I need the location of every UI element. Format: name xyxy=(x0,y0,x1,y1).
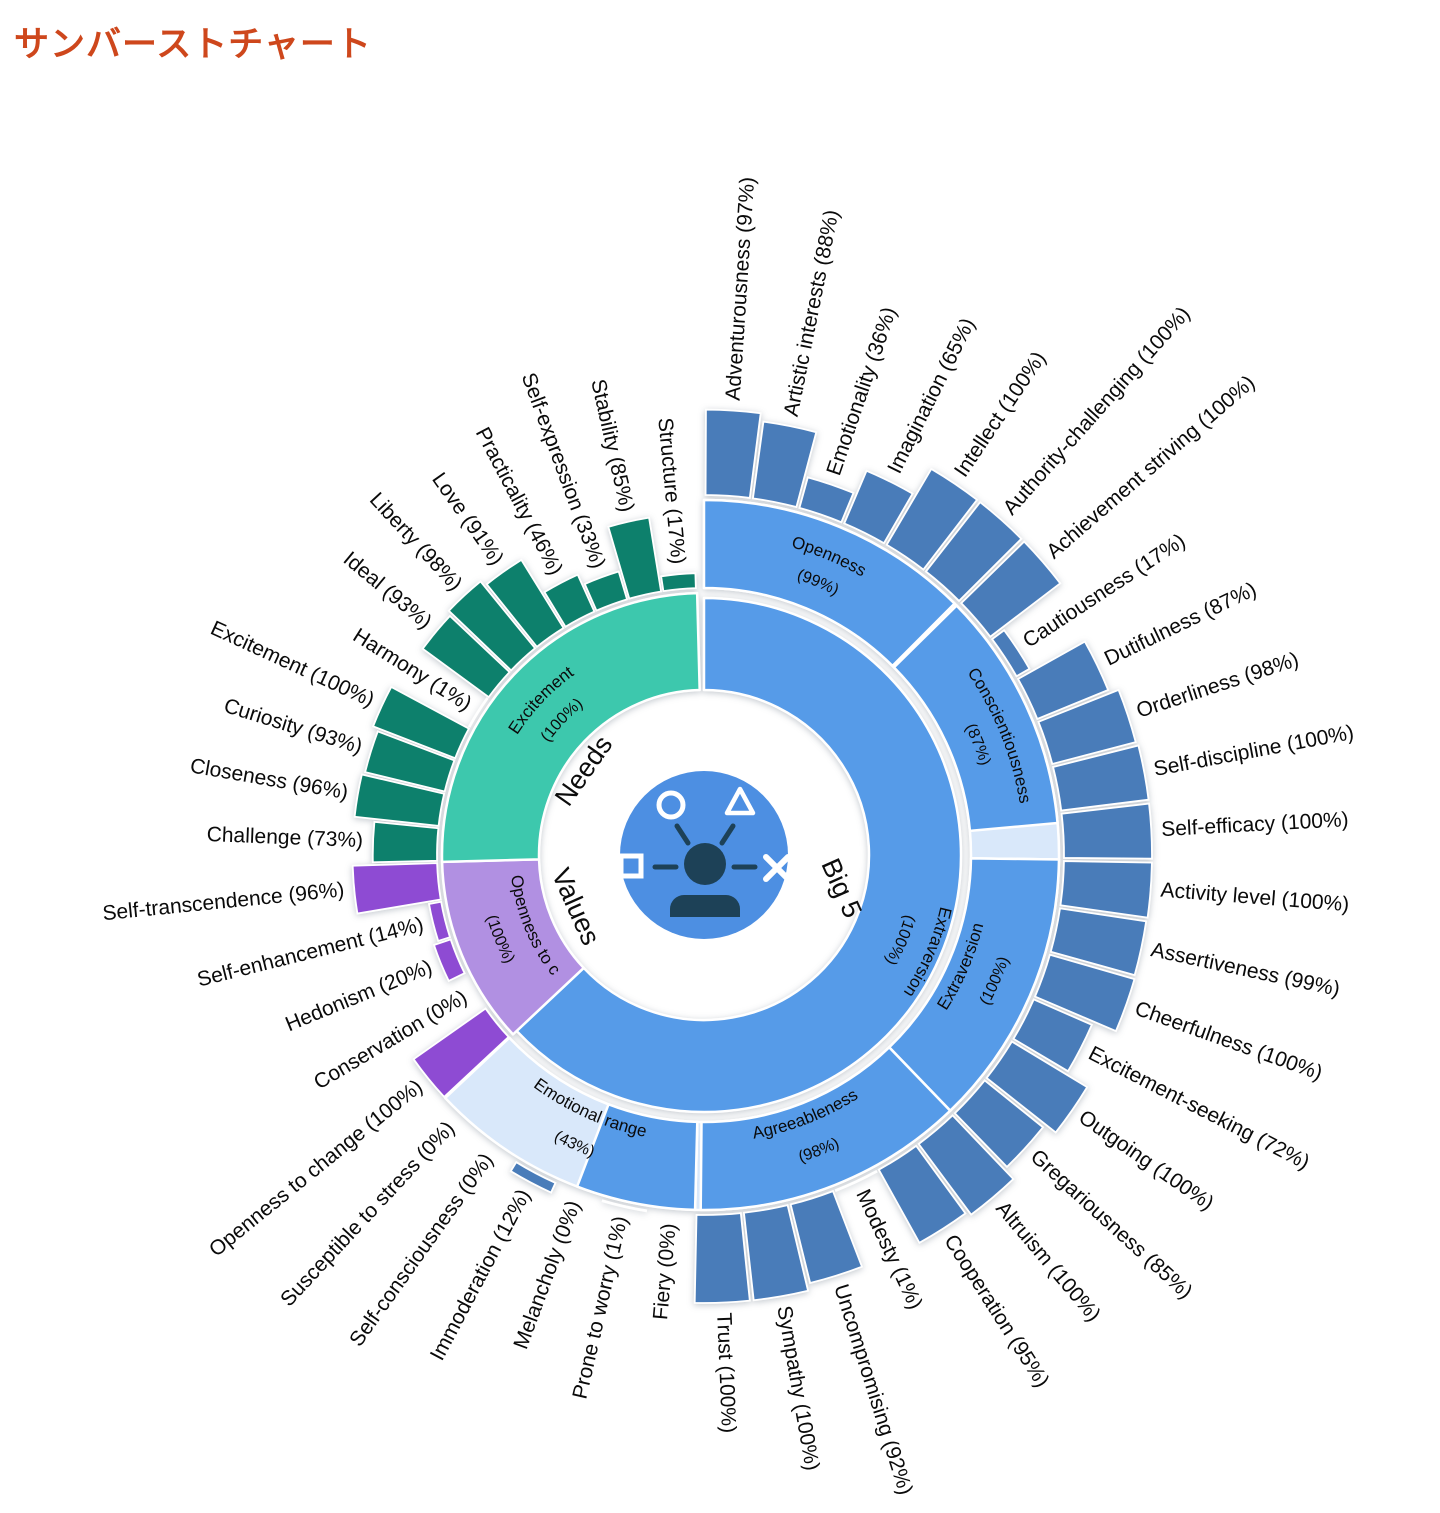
bar-curiosity xyxy=(364,730,456,793)
segment-emotional-range xyxy=(575,1103,699,1212)
bar-imagination xyxy=(843,469,914,545)
label-dutifulness: Dutifulness (87%) xyxy=(1101,578,1260,671)
bar-achievement-striving xyxy=(959,540,1062,638)
label-sympathy: Sympathy (100%) xyxy=(772,1304,823,1472)
bar-orderliness xyxy=(1037,688,1137,766)
ring-big5-summary xyxy=(515,596,963,1114)
ring-needs-summary xyxy=(440,591,701,864)
connector-dash-1 xyxy=(719,823,736,846)
bar-cautiousness xyxy=(990,628,1031,678)
bar-altruism xyxy=(917,1114,1015,1216)
label-structure: Structure (17%) xyxy=(653,417,689,566)
label-uncompromising: Uncompromising (92%) xyxy=(829,1281,917,1497)
person-head-icon xyxy=(684,843,726,885)
bar-harmony xyxy=(467,697,489,728)
label-closeness: Closeness (96%) xyxy=(188,754,349,804)
bar-artistic-interests xyxy=(751,420,818,509)
bar-self-expression xyxy=(583,570,629,612)
bar-modesty xyxy=(834,1169,878,1192)
bar-intellect xyxy=(885,467,979,571)
bar-gregariousness xyxy=(953,1079,1045,1169)
label-assertiveness: Assertiveness (99%) xyxy=(1149,938,1342,1001)
page-title: サンバーストチャート xyxy=(14,25,372,64)
segment-agreeableness xyxy=(699,1046,952,1212)
bar-immoderation xyxy=(509,1160,557,1194)
label-stability: Stability (85%) xyxy=(586,377,638,514)
bar-hedonism xyxy=(432,938,466,983)
sector-label-big5: Big 5 xyxy=(815,854,867,922)
label-artistic-interests: Artistic interests (88%) xyxy=(780,208,844,418)
label-curiosity: Curiosity (93%) xyxy=(221,694,365,759)
bar-love xyxy=(485,558,565,649)
label-achievement-striving: Achievement striving (100%) xyxy=(1042,371,1259,563)
bar-activity-level xyxy=(1059,860,1153,919)
bar-sympathy xyxy=(742,1204,810,1302)
segment-conscientiousness xyxy=(892,604,1059,833)
label-activity-level: Activity level (100%) xyxy=(1160,879,1350,917)
label-challenge: Challenge (73%) xyxy=(206,823,363,852)
bar-self-enhancement xyxy=(427,900,452,943)
label-emotionality: Emotionality (36%) xyxy=(822,304,901,478)
square-shape-icon xyxy=(618,853,644,879)
label-self-discipline: Self-discipline (100%) xyxy=(1152,721,1356,781)
label-prone-to-worry: Prone to worry (1%) xyxy=(569,1214,633,1401)
bar-liberty xyxy=(447,580,537,672)
label-self-efficacy: Self-efficacy (100%) xyxy=(1161,808,1349,841)
bar-openness-to-change xyxy=(412,1007,510,1099)
bar-challenge xyxy=(371,820,440,864)
personality-insights-icon xyxy=(618,771,791,939)
bar-self-efficacy xyxy=(1060,802,1153,860)
triangle-shape-icon xyxy=(724,786,756,816)
bar-cheerfulness xyxy=(1033,953,1136,1033)
bar-emotionality xyxy=(798,476,855,524)
bar-practicality xyxy=(543,573,596,628)
bar-uncompromising xyxy=(789,1189,864,1285)
person-shoulders-icon xyxy=(670,895,740,917)
label-cheerfulness: Cheerfulness (100%) xyxy=(1132,997,1326,1085)
bar-assertiveness xyxy=(1049,907,1148,977)
label-fiery: Fiery (0%) xyxy=(649,1222,681,1321)
label-orderliness: Orderliness (98%) xyxy=(1134,648,1302,723)
bar-excitement xyxy=(371,685,471,760)
label-adventurousness: Adventurousness (97%) xyxy=(722,176,760,401)
bar-self-discipline xyxy=(1051,744,1150,812)
bar-adventurousness xyxy=(704,408,762,499)
bar-trust xyxy=(693,1212,751,1304)
connector-dash-0 xyxy=(674,823,691,846)
label-self-consciousness: Self-consciousness (0%) xyxy=(345,1149,498,1351)
bar-excitement-seeking xyxy=(1012,998,1093,1073)
bar-outgoing xyxy=(985,1040,1089,1134)
bar-self-transcendence xyxy=(351,862,442,915)
label-authority-challenging: Authority-challenging (100%) xyxy=(999,302,1195,519)
bar-stability xyxy=(607,516,663,600)
bar-closeness xyxy=(353,773,446,827)
bar-cooperation xyxy=(877,1144,967,1245)
bar-prone-to-worry xyxy=(601,1199,648,1213)
x-shape-icon xyxy=(763,854,791,882)
segment-openness xyxy=(702,498,956,668)
bar-structure xyxy=(660,572,697,593)
circle-shape-icon xyxy=(656,790,686,820)
bar-authority-challenging xyxy=(924,500,1023,603)
label-trust: Trust (100%) xyxy=(712,1312,740,1433)
bar-ideal xyxy=(421,614,511,699)
bar-dutifulness xyxy=(1016,640,1110,721)
label-self-transcendence: Self-transcendence (96%) xyxy=(101,878,345,925)
